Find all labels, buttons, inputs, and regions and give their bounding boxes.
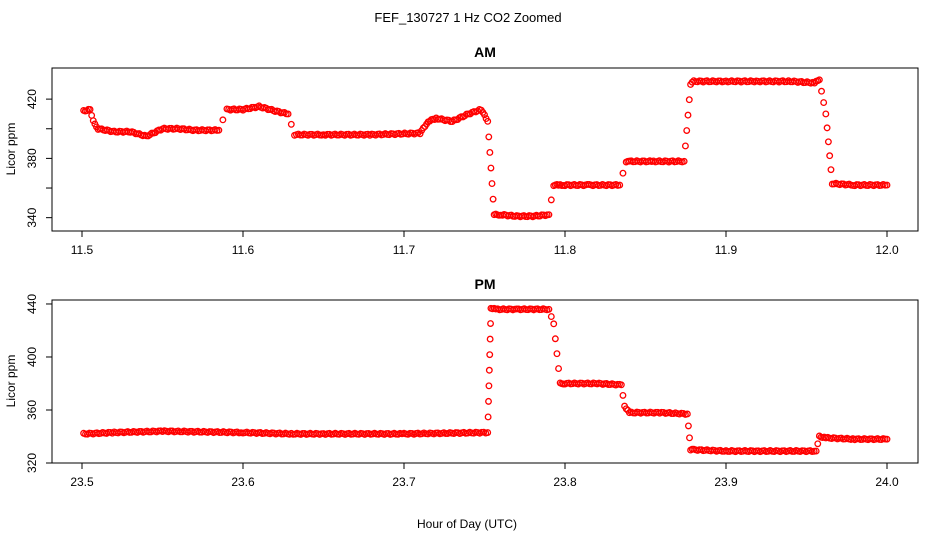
pm-x-tick-label: 23.7 bbox=[392, 475, 416, 489]
pm-data-point bbox=[555, 365, 563, 373]
pm-data-point bbox=[487, 320, 494, 327]
am-data-point bbox=[820, 99, 828, 107]
pm-y-axis: 320 360 400 440 bbox=[25, 294, 52, 473]
pm-y-tick-label: 400 bbox=[25, 347, 39, 367]
am-x-tick-label: 11.6 bbox=[232, 243, 255, 257]
pm-data-point bbox=[814, 440, 822, 448]
am-data-point bbox=[284, 110, 292, 118]
am-y-axis-label: Licor ppm bbox=[4, 123, 18, 176]
am-data-point bbox=[547, 196, 555, 204]
pm-y-tick-label: 440 bbox=[25, 294, 39, 314]
am-data-point bbox=[219, 116, 227, 124]
pm-panel: PM Licor ppm 23.5 23.6 23.7 23.8 23.9 24.0 32… bbox=[4, 276, 919, 489]
am-data-point bbox=[826, 152, 834, 160]
am-data-point bbox=[487, 164, 495, 172]
pm-data-point bbox=[550, 320, 558, 328]
am-data-point bbox=[680, 157, 688, 165]
am-data-point bbox=[485, 133, 493, 141]
am-data-point bbox=[489, 195, 497, 203]
pm-y-tick-label: 320 bbox=[25, 453, 39, 473]
pm-data-point bbox=[551, 335, 559, 343]
am-data-point bbox=[883, 181, 891, 189]
pm-data-point bbox=[545, 305, 553, 313]
pm-data-point bbox=[812, 447, 820, 455]
am-data-point bbox=[287, 120, 295, 128]
pm-y-axis-label: Licor ppm bbox=[4, 355, 18, 408]
am-data-point bbox=[685, 96, 693, 104]
am-x-tick-label: 11.9 bbox=[715, 243, 738, 257]
pm-x-axis: 23.5 23.6 23.7 23.8 23.9 24.0 bbox=[70, 463, 899, 489]
am-data-point bbox=[89, 117, 97, 125]
pm-data-point bbox=[484, 429, 492, 436]
am-data-point bbox=[815, 76, 823, 84]
pm-plot-frame bbox=[51, 299, 919, 464]
figure-x-axis-label: Hour of Day (UTC) bbox=[417, 517, 517, 531]
am-x-tick-label: 11.5 bbox=[71, 243, 94, 257]
pm-panel-title: PM bbox=[475, 276, 496, 292]
pm-data-point bbox=[486, 351, 494, 359]
am-panel-title: AM bbox=[474, 44, 496, 60]
pm-data-point bbox=[547, 313, 555, 321]
am-data-point bbox=[484, 117, 492, 125]
pm-x-tick-label: 23.6 bbox=[231, 475, 255, 489]
pm-data-point bbox=[619, 391, 627, 399]
am-data-point bbox=[619, 169, 627, 177]
am-x-tick-label: 11.7 bbox=[393, 243, 416, 257]
pm-data-point bbox=[485, 397, 492, 405]
pm-x-tick-label: 24.0 bbox=[875, 475, 899, 489]
pm-data-points bbox=[80, 304, 891, 456]
am-data-point bbox=[416, 130, 424, 138]
am-data-point bbox=[823, 124, 831, 132]
am-data-point bbox=[616, 181, 624, 189]
pm-x-tick-label: 23.5 bbox=[70, 475, 94, 489]
am-data-point bbox=[684, 111, 692, 119]
am-data-point bbox=[822, 110, 830, 118]
pm-data-point bbox=[484, 413, 492, 421]
pm-data-point bbox=[617, 381, 625, 389]
am-x-axis: 11.5 11.6 11.7 11.8 11.9 12.0 bbox=[71, 231, 899, 257]
am-x-tick-label: 12.0 bbox=[875, 243, 899, 257]
am-data-point bbox=[681, 142, 689, 150]
am-data-points bbox=[80, 76, 891, 221]
am-data-point bbox=[215, 126, 223, 134]
pm-data-point bbox=[486, 335, 494, 343]
am-plot-frame bbox=[51, 67, 919, 232]
pm-data-point bbox=[485, 382, 493, 390]
am-data-point bbox=[83, 107, 91, 115]
pm-data-point bbox=[553, 350, 561, 358]
am-data-point bbox=[486, 149, 494, 156]
am-data-point bbox=[818, 87, 825, 95]
pm-y-tick-label: 360 bbox=[25, 400, 39, 420]
pm-data-point bbox=[485, 366, 493, 374]
am-y-tick-label: 340 bbox=[25, 207, 39, 227]
am-data-point bbox=[545, 211, 553, 219]
am-data-point bbox=[481, 111, 488, 119]
pm-data-point bbox=[684, 422, 692, 430]
pm-data-point bbox=[686, 434, 693, 442]
am-data-point bbox=[488, 180, 496, 188]
am-data-point bbox=[86, 106, 94, 113]
am-y-tick-label: 380 bbox=[25, 148, 39, 168]
am-panel: AM Licor ppm 11.5 11.6 11.7 11.8 11.9 12.0 34… bbox=[4, 44, 919, 257]
am-x-tick-label: 11.8 bbox=[554, 243, 577, 257]
figure-title: FEF_130727 1 Hz CO2 Zoomed bbox=[374, 10, 561, 25]
am-y-axis: 340 380 420 bbox=[25, 89, 52, 228]
am-data-point bbox=[824, 138, 832, 146]
am-data-point bbox=[683, 127, 691, 134]
pm-x-tick-label: 23.8 bbox=[553, 475, 577, 489]
am-y-tick-label: 420 bbox=[25, 89, 39, 109]
pm-x-tick-label: 23.9 bbox=[714, 475, 738, 489]
pm-data-point bbox=[683, 410, 691, 418]
am-data-point bbox=[827, 166, 835, 174]
pm-data-point bbox=[883, 435, 891, 443]
